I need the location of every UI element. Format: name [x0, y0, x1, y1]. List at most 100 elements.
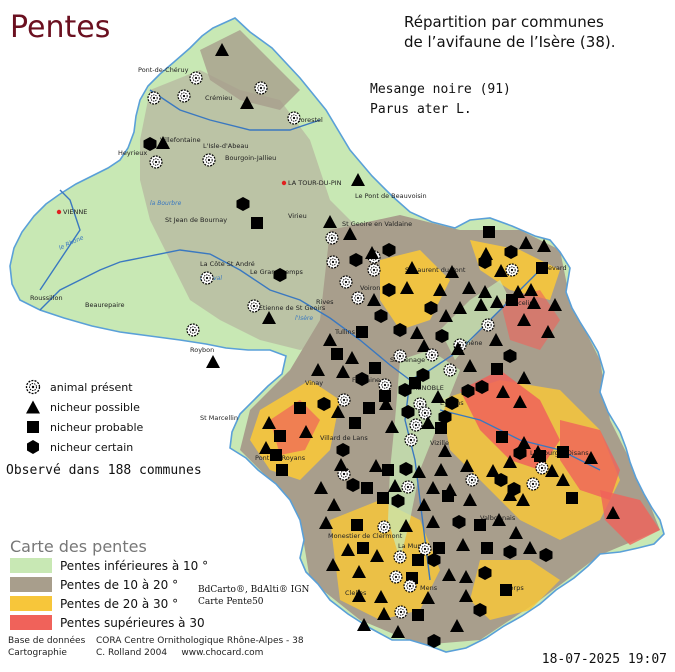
possible-breeder-marker — [319, 516, 333, 529]
animal-present-marker — [325, 231, 339, 245]
probable-breeder-marker — [351, 519, 363, 531]
species-info: Mesange noire (91) Parus ater L. — [370, 80, 511, 120]
possible-breeder-marker — [377, 607, 391, 620]
animal-present-marker — [378, 378, 392, 392]
animal-present-marker — [535, 461, 549, 475]
animal-present-marker — [254, 81, 268, 95]
possible-breeder-marker — [453, 301, 467, 314]
possible-breeder-marker — [556, 473, 570, 486]
slope-label: Pentes inférieures à 10 ° — [60, 558, 209, 573]
possible-breeder-marker — [463, 359, 477, 372]
certain-breeder-marker — [273, 268, 287, 282]
probable-breeder-marker — [294, 402, 306, 414]
slope-legend-title: Carte des pentes — [10, 537, 147, 556]
certain-breeder-marker — [416, 368, 430, 382]
heading-line-1: Répartition par communes — [404, 13, 604, 31]
certain-breeder-marker — [513, 446, 527, 460]
possible-breeder-marker — [459, 589, 473, 602]
probable-breeder-marker — [331, 348, 343, 360]
footer-db-value: CORA Centre Ornithologique Rhône-Alpes -… — [96, 636, 304, 646]
possible-breeder-marker — [421, 591, 435, 604]
place-label: Villard de Lans — [320, 434, 368, 442]
possible-breeder-marker — [370, 549, 384, 562]
certain-breeder-marker — [401, 405, 415, 419]
place-label: Rives — [316, 298, 334, 306]
certain-breeder-marker — [427, 634, 441, 648]
place-label: Pont-de-Chéruy — [138, 66, 189, 74]
slope-swatch — [10, 615, 52, 630]
possible-breeder-marker — [299, 425, 313, 438]
certain-breeder-marker — [427, 553, 441, 567]
place-label: LA TOUR-DU-PIN — [288, 179, 342, 187]
legend-item: nicheur certain — [22, 437, 143, 457]
possible-breeder-marker — [405, 261, 419, 274]
animal-present-marker — [393, 349, 407, 363]
possible-breeder-marker — [486, 464, 500, 477]
probable-breeder-marker — [274, 430, 286, 442]
probable-breeder-marker — [496, 431, 508, 443]
place-label: Tullins — [334, 328, 356, 336]
possible-breeder-marker — [513, 395, 527, 408]
footer-site: www.chocard.com — [181, 648, 264, 658]
possible-breeder-marker — [259, 441, 273, 454]
department-border — [9, 17, 665, 653]
certain-breeder-marker — [461, 384, 475, 398]
probable-breeder-marker — [251, 217, 263, 229]
observed-count: Observé dans 188 communes — [6, 463, 202, 478]
footer-carto-value: C. Rolland 2004 — [96, 648, 168, 658]
probable-breeder-marker — [361, 482, 373, 494]
possible-breeder-marker — [489, 333, 503, 346]
possible-breeder-marker — [240, 96, 254, 109]
town-marker — [281, 180, 287, 186]
possible-breeder-marker — [456, 538, 470, 551]
place-label: Voiron — [360, 284, 380, 292]
certain-breeder-marker — [539, 548, 553, 562]
possible-breeder-marker — [156, 136, 170, 149]
probable-breeder-marker — [433, 542, 445, 554]
animal-present-marker — [326, 255, 340, 269]
possible-breeder-marker — [323, 333, 337, 346]
animal-present-marker — [149, 155, 163, 169]
possible-breeder-marker — [442, 568, 456, 581]
possible-breeder-marker — [545, 464, 559, 477]
possible-breeder-marker — [548, 298, 562, 311]
hexagon-icon — [27, 440, 39, 454]
animal-present-marker — [189, 71, 203, 85]
legend-item: animal présent — [22, 377, 143, 397]
species-latin-name: Parus ater L. — [370, 102, 472, 117]
footer: Base de données CORA Centre Ornithologiqu… — [8, 635, 304, 659]
possible-breeder-marker — [537, 239, 551, 252]
certain-breeder-marker — [424, 301, 438, 315]
circle-dotted-icon — [25, 379, 41, 395]
animal-present-marker — [401, 480, 415, 494]
slope-label: Pentes de 20 à 30 ° — [60, 596, 179, 611]
probable-breeder-marker — [369, 362, 381, 374]
footer-db-label: Base de données — [8, 636, 86, 646]
possible-breeder-marker — [400, 281, 414, 294]
animal-present-marker — [394, 605, 408, 619]
probable-breeder-marker — [557, 446, 569, 458]
timestamp: 18-07-2025 19:07 — [541, 652, 667, 667]
possible-breeder-marker — [215, 43, 229, 56]
probable-breeder-marker — [536, 262, 548, 274]
possible-breeder-marker — [388, 479, 402, 492]
place-label: Villefontaine — [160, 136, 201, 144]
possible-breeder-marker — [345, 351, 359, 364]
animal-present-marker — [337, 393, 351, 407]
possible-breeder-marker — [426, 515, 440, 528]
possible-breeder-marker — [517, 371, 531, 384]
possible-breeder-marker — [478, 285, 492, 298]
certain-breeder-marker — [336, 443, 350, 457]
legend-label: nicheur certain — [50, 440, 134, 454]
slope-legend-item: Pentes supérieures à 30 — [10, 613, 208, 632]
certain-breeder-marker — [478, 566, 492, 580]
possible-breeder-marker — [462, 281, 476, 294]
probable-breeder-marker — [442, 490, 454, 502]
place-label: Domène — [455, 339, 482, 347]
possible-breeder-marker — [385, 420, 399, 433]
possible-breeder-marker — [352, 589, 366, 602]
certain-breeder-marker — [435, 329, 449, 343]
possible-breeder-marker — [509, 526, 523, 539]
certain-breeder-marker — [236, 197, 250, 211]
possible-breeder-marker — [439, 309, 453, 322]
